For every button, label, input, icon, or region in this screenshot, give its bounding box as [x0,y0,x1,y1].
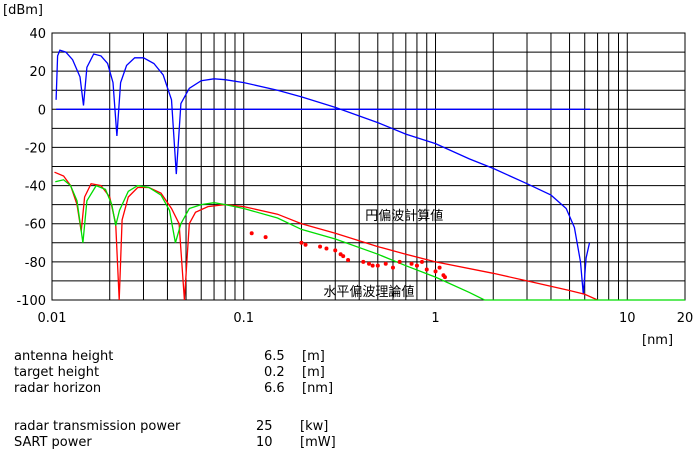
series-line-3 [54,171,598,301]
measurement-point [442,275,447,280]
tick-labels: 40 20 0 -20 -40 -60 -80 -100 0.01 0.1 1 10 20 [16,27,693,326]
y-tick-label: 40 [29,27,46,42]
param-label: radar horizon [14,381,102,396]
y-tick-label: -20 [25,141,46,156]
x-unit-label: [nm] [642,333,673,348]
measurement-point [383,261,388,266]
measurement-point [299,240,304,245]
x-tick-label: 1 [431,311,439,326]
measurement-point [414,263,419,268]
measurement-point [361,259,366,264]
plot-area [54,49,685,301]
measurement-point [318,244,323,249]
param-unit: [kw] [300,419,329,434]
param-unit: [m] [302,349,325,364]
param-label: SART power [14,435,92,450]
y-tick-label: -40 [25,180,46,195]
y-unit-label: [dBm] [3,3,43,18]
param-value: 6.5 [264,349,285,364]
param-value: 10 [256,435,273,450]
measurement-point [249,231,254,236]
measurement-point [333,248,338,253]
x-tick-label: 0.1 [233,311,254,326]
param-unit: [nm] [302,381,334,396]
annotation-label: 水平偏波理論値 [323,284,414,300]
measurement-point [390,265,395,270]
y-tick-label: -80 [25,256,46,271]
x-tick-label: 10 [619,311,636,326]
series-line-1 [55,49,591,295]
measurement-point [375,263,380,268]
y-tick-label: -100 [16,294,46,309]
param-label: antenna height [14,349,114,364]
y-tick-label: 0 [38,103,46,118]
measurement-point [341,254,346,259]
chart: 40 20 0 -20 -40 -60 -80 -100 0.01 0.1 1 10 20 円偏波計算値… [3,3,693,348]
param-label: radar transmission power [14,419,181,434]
measurement-point [424,267,429,272]
param-label: target height [14,365,100,380]
measurement-point [367,261,372,266]
param-value: 6.6 [264,381,285,396]
measurement-point [409,261,414,266]
measurement-point [303,242,308,247]
param-value: 0.2 [264,365,285,380]
grid [51,32,686,301]
measurement-point [419,259,424,264]
param-value: 25 [256,419,273,434]
y-tick-label: -60 [25,218,46,233]
measurement-point [397,259,402,264]
measurement-point [437,265,442,270]
plot-frame [51,32,686,301]
annotation-label: 円偏波計算値 [365,208,443,224]
measurement-point [263,235,268,240]
measurement-point [433,269,438,274]
param-unit: [m] [302,365,325,380]
series-line-4 [55,179,685,301]
measurement-point [346,257,351,262]
measurement-point [324,246,329,251]
measurement-point [370,263,375,268]
y-tick-label: 20 [29,65,46,80]
x-tick-label: 20 [677,311,694,326]
param-unit: [mW] [300,435,336,450]
x-tick-label: 0.01 [38,311,67,326]
